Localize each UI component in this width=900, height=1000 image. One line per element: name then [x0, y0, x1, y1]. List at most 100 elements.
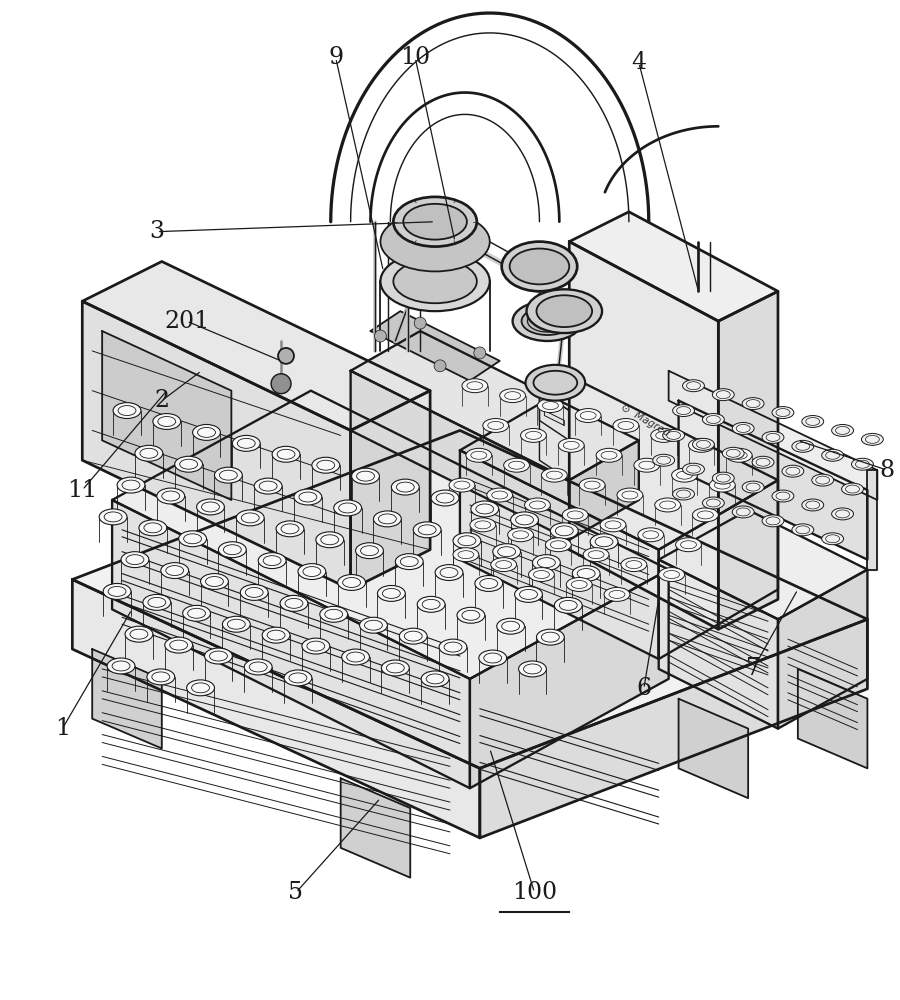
- Ellipse shape: [492, 544, 520, 560]
- Ellipse shape: [395, 554, 423, 570]
- Ellipse shape: [526, 289, 602, 333]
- Ellipse shape: [528, 568, 554, 581]
- Ellipse shape: [113, 403, 141, 419]
- Ellipse shape: [104, 583, 131, 599]
- Ellipse shape: [381, 212, 490, 271]
- Ellipse shape: [802, 499, 824, 511]
- Ellipse shape: [508, 528, 534, 542]
- Ellipse shape: [491, 558, 517, 572]
- Polygon shape: [659, 510, 868, 619]
- Circle shape: [374, 330, 386, 342]
- Polygon shape: [797, 669, 868, 768]
- Ellipse shape: [551, 523, 578, 539]
- Ellipse shape: [125, 626, 153, 642]
- Ellipse shape: [676, 538, 701, 552]
- Ellipse shape: [214, 467, 242, 483]
- Polygon shape: [778, 570, 868, 729]
- Ellipse shape: [500, 389, 526, 403]
- Ellipse shape: [280, 595, 308, 611]
- Polygon shape: [570, 440, 639, 540]
- Polygon shape: [480, 619, 868, 838]
- Ellipse shape: [536, 295, 592, 327]
- Ellipse shape: [431, 490, 459, 506]
- Ellipse shape: [196, 499, 224, 515]
- Ellipse shape: [342, 649, 370, 665]
- Ellipse shape: [861, 433, 883, 445]
- Ellipse shape: [175, 456, 202, 472]
- Ellipse shape: [139, 520, 166, 536]
- Ellipse shape: [525, 498, 551, 512]
- Ellipse shape: [742, 398, 764, 410]
- Ellipse shape: [533, 555, 561, 571]
- Ellipse shape: [99, 509, 127, 525]
- Polygon shape: [460, 381, 778, 550]
- Ellipse shape: [536, 629, 564, 645]
- Ellipse shape: [638, 528, 663, 542]
- Ellipse shape: [475, 576, 503, 591]
- Ellipse shape: [662, 429, 685, 441]
- Polygon shape: [659, 560, 778, 729]
- Ellipse shape: [143, 594, 171, 610]
- Ellipse shape: [672, 405, 695, 417]
- Ellipse shape: [652, 454, 675, 466]
- Ellipse shape: [617, 488, 643, 502]
- Ellipse shape: [802, 416, 824, 427]
- Ellipse shape: [284, 670, 312, 686]
- Ellipse shape: [272, 446, 300, 462]
- Ellipse shape: [374, 511, 401, 527]
- Ellipse shape: [526, 365, 585, 401]
- Ellipse shape: [316, 532, 344, 548]
- Ellipse shape: [204, 648, 232, 664]
- Ellipse shape: [713, 389, 734, 401]
- Ellipse shape: [117, 477, 145, 493]
- Ellipse shape: [537, 399, 563, 413]
- Ellipse shape: [542, 468, 567, 482]
- Polygon shape: [460, 450, 659, 659]
- Text: 4: 4: [631, 51, 646, 74]
- Ellipse shape: [153, 414, 181, 429]
- Ellipse shape: [772, 407, 794, 419]
- Ellipse shape: [709, 478, 735, 492]
- Ellipse shape: [360, 617, 387, 633]
- Polygon shape: [82, 301, 351, 589]
- Ellipse shape: [403, 204, 467, 240]
- Ellipse shape: [822, 533, 843, 545]
- Text: 10: 10: [400, 46, 430, 69]
- Circle shape: [414, 317, 426, 329]
- Polygon shape: [868, 470, 878, 570]
- Ellipse shape: [515, 586, 543, 602]
- Text: 6: 6: [636, 677, 652, 700]
- Ellipse shape: [562, 508, 588, 522]
- Ellipse shape: [219, 542, 247, 558]
- Text: 100: 100: [512, 881, 557, 904]
- Ellipse shape: [522, 307, 573, 335]
- Ellipse shape: [470, 518, 496, 532]
- Ellipse shape: [812, 474, 833, 486]
- Ellipse shape: [702, 497, 724, 509]
- Ellipse shape: [107, 658, 135, 674]
- Ellipse shape: [457, 607, 485, 623]
- Ellipse shape: [240, 584, 268, 600]
- Polygon shape: [570, 212, 778, 321]
- Ellipse shape: [832, 508, 853, 520]
- Text: 3: 3: [149, 220, 165, 243]
- Ellipse shape: [513, 301, 582, 341]
- Ellipse shape: [497, 618, 525, 634]
- Ellipse shape: [822, 449, 843, 461]
- Ellipse shape: [762, 515, 784, 527]
- Ellipse shape: [413, 522, 441, 538]
- Ellipse shape: [121, 552, 148, 568]
- Polygon shape: [92, 649, 162, 748]
- Ellipse shape: [558, 438, 584, 452]
- Ellipse shape: [258, 553, 286, 569]
- Ellipse shape: [554, 597, 582, 613]
- Ellipse shape: [733, 422, 754, 434]
- Ellipse shape: [352, 468, 380, 484]
- Ellipse shape: [201, 574, 229, 589]
- Ellipse shape: [634, 458, 660, 472]
- Ellipse shape: [453, 548, 479, 562]
- Ellipse shape: [580, 478, 605, 492]
- Ellipse shape: [298, 564, 326, 580]
- Ellipse shape: [262, 627, 290, 643]
- Polygon shape: [341, 778, 410, 878]
